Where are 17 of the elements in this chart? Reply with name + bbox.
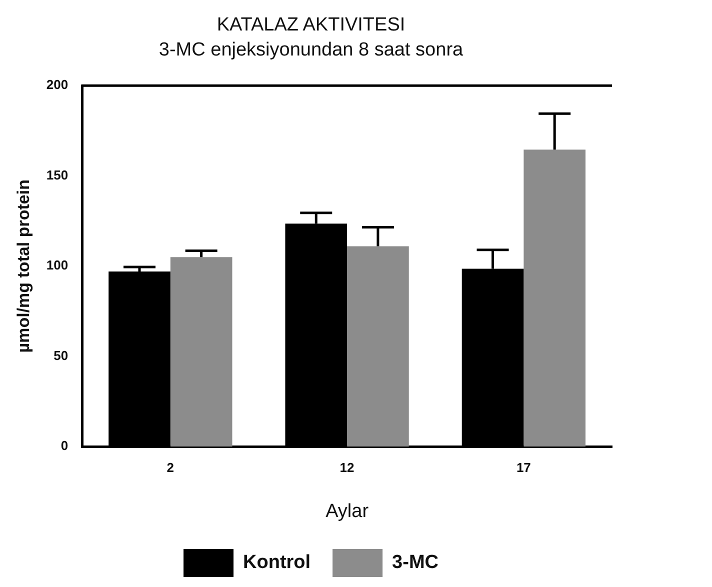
x-axis-title: Aylar (326, 500, 370, 522)
x-tick-label: 2 (166, 460, 174, 475)
bar (524, 150, 586, 447)
x-tick-label: 12 (340, 460, 354, 475)
x-tick-label: 17 (516, 460, 531, 475)
y-tick-label: 100 (46, 258, 68, 273)
y-tick-label: 50 (54, 348, 68, 363)
legend-label: Kontrol (243, 552, 311, 574)
y-tick-label: 0 (60, 438, 68, 454)
y-axis-title: µmol/mg total protein (14, 180, 33, 353)
y-tick-label: 150 (46, 167, 68, 182)
bar (170, 257, 232, 447)
chart-subtitle: 3-MC enjeksiyonundan 8 saat sonra (158, 39, 464, 60)
chart-title: KATALAZ AKTIVITESI (216, 14, 406, 36)
legend-label: 3-MC (392, 552, 439, 574)
bar (347, 246, 409, 447)
y-tick-label: 200 (46, 77, 68, 92)
